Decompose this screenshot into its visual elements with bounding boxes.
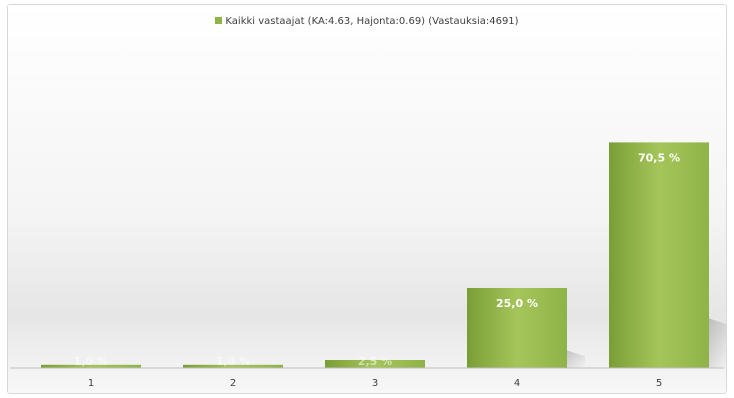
x-tick-label-1: 1 bbox=[88, 378, 94, 389]
data-label-3: 2,5 % bbox=[358, 355, 392, 368]
data-label-1: 1,0 % bbox=[74, 355, 108, 368]
x-tick-label-2: 2 bbox=[230, 378, 236, 389]
x-tick-label-3: 3 bbox=[372, 378, 378, 389]
bar-5 bbox=[609, 142, 709, 368]
legend-swatch bbox=[215, 17, 223, 24]
data-label-2: 1,0 % bbox=[216, 355, 250, 368]
bar-4 bbox=[467, 288, 567, 368]
plot-background bbox=[8, 5, 726, 393]
chart-frame: 1 2 3 4 5 1,0 % 1,0 % 2,5 % 25,0 % 70,5 % Kaikki… bbox=[7, 4, 727, 394]
bar-chart: 1 2 3 4 5 1,0 % 1,0 % 2,5 % 25,0 % 70,5 % bbox=[8, 5, 726, 393]
bar-3 bbox=[325, 360, 425, 368]
bar-2 bbox=[183, 364, 283, 368]
x-tick-label-4: 4 bbox=[514, 378, 520, 389]
legend-label: Kaikki vastaajat (KA:4.63, Hajonta:0.69)… bbox=[225, 16, 519, 27]
data-label-4: 25,0 % bbox=[496, 297, 538, 310]
x-tick-label-5: 5 bbox=[656, 378, 662, 389]
bar-shadow bbox=[567, 350, 585, 368]
data-label-5: 70,5 % bbox=[638, 151, 680, 164]
bar-1 bbox=[41, 364, 141, 368]
bar-shadow bbox=[709, 318, 726, 368]
legend: Kaikki vastaajat (KA:4.63, Hajonta:0.69)… bbox=[8, 16, 726, 27]
